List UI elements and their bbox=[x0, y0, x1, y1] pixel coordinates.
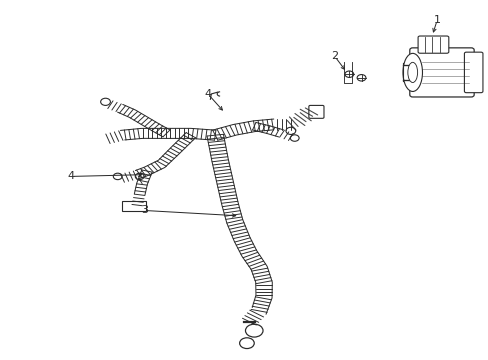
Text: 4: 4 bbox=[204, 89, 211, 99]
FancyBboxPatch shape bbox=[308, 105, 324, 118]
Text: 3: 3 bbox=[141, 206, 148, 216]
Ellipse shape bbox=[402, 53, 422, 91]
FancyBboxPatch shape bbox=[417, 36, 448, 53]
Text: 2: 2 bbox=[330, 51, 338, 61]
FancyBboxPatch shape bbox=[464, 52, 482, 93]
Text: 4: 4 bbox=[68, 171, 75, 181]
FancyBboxPatch shape bbox=[409, 48, 473, 97]
Ellipse shape bbox=[407, 62, 417, 82]
Text: 1: 1 bbox=[433, 15, 440, 26]
FancyBboxPatch shape bbox=[122, 201, 146, 211]
